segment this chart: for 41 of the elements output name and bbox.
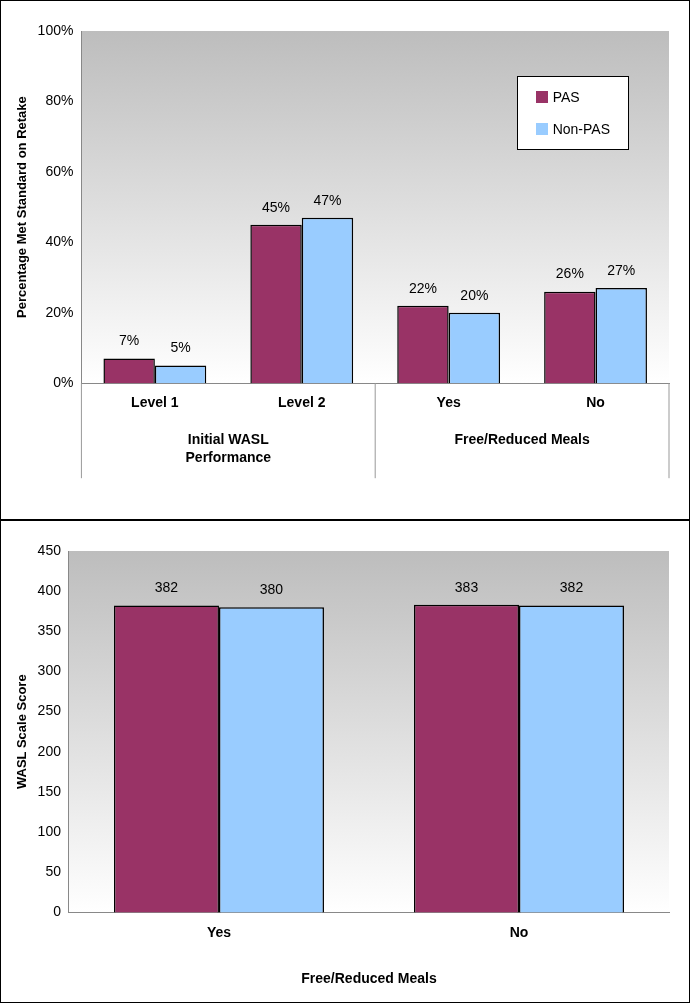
y-tick-label: 50	[45, 863, 62, 880]
y-tick-label: 60%	[45, 162, 74, 179]
data-label: 382	[154, 579, 179, 596]
data-label: 20%	[460, 286, 489, 303]
text: Initial WASL Performance	[185, 431, 272, 466]
y-tick-label: 20%	[45, 303, 74, 320]
y-tick-label: 450	[37, 541, 62, 558]
y-tick-label: 0%	[53, 374, 74, 391]
y-tick-label: 250	[37, 702, 62, 719]
data-label: 27%	[607, 261, 636, 278]
y-tick-label: 350	[37, 622, 62, 639]
y-tick-label: 200	[37, 742, 62, 759]
y-axis-title: Percentage Met Standard on Retake	[14, 96, 30, 318]
legend-label: PAS	[552, 89, 580, 105]
y-tick-label: 150	[37, 782, 62, 799]
x-tick-label: Yes	[436, 394, 461, 411]
y-axis-title: WASL Scale Score	[14, 674, 30, 790]
data-label: 7%	[119, 332, 140, 349]
text: Free/Reduced Meals	[454, 431, 591, 448]
data-label: 5%	[170, 339, 191, 356]
legend-label: Non-PAS	[552, 121, 610, 137]
x-tick-label: No	[509, 923, 529, 940]
y-tick-label: 100%	[37, 21, 74, 38]
x-tick-label: Yes	[206, 923, 232, 940]
y-tick-label: 400	[37, 582, 62, 599]
data-label: 22%	[408, 279, 437, 296]
y-tick-label: 0	[53, 903, 62, 920]
y-tick-label: 300	[37, 662, 62, 679]
data-label: 382	[559, 579, 584, 596]
data-label: 383	[454, 578, 479, 595]
y-tick-label: 100	[37, 822, 62, 839]
data-label: 47%	[313, 191, 342, 208]
x-tick-label: No	[586, 394, 605, 411]
x-tick-label: Level 2	[278, 394, 326, 411]
x-axis-title: Free/Reduced Meals	[301, 970, 437, 987]
data-label: 26%	[555, 265, 584, 282]
x-tick-label: Level 1	[131, 394, 179, 411]
y-tick-label: 80%	[45, 92, 74, 109]
data-label: 380	[259, 581, 284, 598]
data-label: 45%	[262, 198, 291, 215]
y-tick-label: 40%	[45, 233, 74, 250]
